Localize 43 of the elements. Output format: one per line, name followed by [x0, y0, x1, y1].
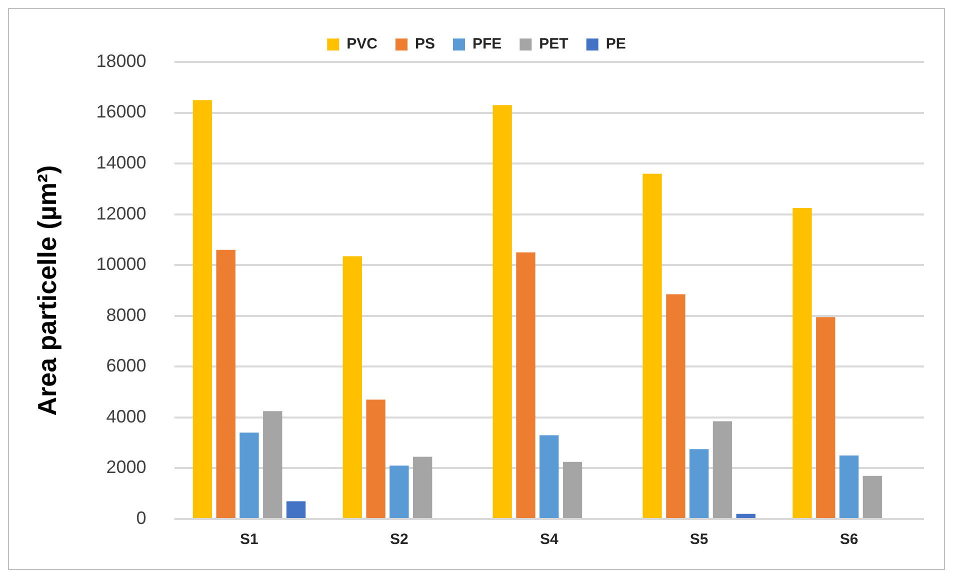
- bar: [712, 421, 732, 518]
- bar: [839, 456, 859, 518]
- y-tick-label: 8000: [106, 304, 146, 325]
- y-tick-label: 4000: [106, 406, 146, 426]
- legend-label: PE: [606, 36, 626, 53]
- bar: [240, 432, 259, 518]
- bar: [342, 256, 362, 518]
- bar: [689, 449, 709, 518]
- y-tick-label: 10000: [96, 254, 146, 274]
- legend-label: PS: [414, 36, 436, 53]
- bar: [263, 411, 282, 518]
- y-tick-label: 6000: [106, 356, 146, 376]
- y-tick-label: 0: [136, 508, 146, 528]
- x-tick-label: S4: [540, 531, 559, 548]
- x-tick-label: S5: [690, 531, 708, 548]
- bar: [666, 294, 686, 518]
- bar: [216, 250, 236, 518]
- bar: [540, 435, 559, 518]
- legend-label: PET: [539, 36, 568, 53]
- bar: [192, 100, 212, 518]
- x-tick-label: S2: [390, 531, 408, 548]
- bar: [862, 476, 882, 518]
- y-axis-title: Area particelle (µm²): [32, 165, 62, 416]
- bar: [562, 462, 582, 518]
- bar: [286, 501, 306, 518]
- x-tick-label: S1: [240, 531, 258, 548]
- y-tick-label: 16000: [96, 102, 146, 122]
- bar: [492, 105, 512, 518]
- bar: [516, 252, 536, 518]
- bar: [390, 466, 409, 518]
- y-tick-label: 18000: [96, 50, 146, 71]
- x-tick-label: S6: [840, 531, 858, 548]
- legend-label: PFE: [472, 36, 502, 53]
- y-tick-label: 2000: [106, 457, 146, 478]
- bar: [816, 317, 836, 518]
- y-tick-label: 12000: [96, 203, 146, 224]
- bar: [412, 456, 432, 518]
- bar: [366, 400, 386, 518]
- legend-label: PVC: [346, 36, 378, 53]
- y-tick-label: 14000: [96, 152, 146, 173]
- bar: [736, 514, 756, 518]
- bar: [642, 174, 662, 518]
- bar: [792, 208, 812, 518]
